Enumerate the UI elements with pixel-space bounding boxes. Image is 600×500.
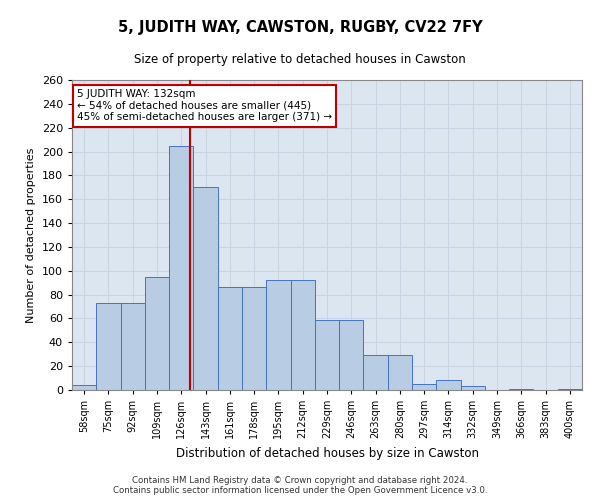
Bar bbox=[461, 386, 485, 390]
Bar bbox=[193, 188, 218, 390]
Text: 5 JUDITH WAY: 132sqm
← 54% of detached houses are smaller (445)
45% of semi-deta: 5 JUDITH WAY: 132sqm ← 54% of detached h… bbox=[77, 90, 332, 122]
Y-axis label: Number of detached properties: Number of detached properties bbox=[26, 148, 36, 322]
Bar bbox=[436, 380, 461, 390]
Bar bbox=[72, 385, 96, 390]
Bar bbox=[509, 389, 533, 390]
Bar bbox=[121, 303, 145, 390]
Bar bbox=[558, 389, 582, 390]
Bar bbox=[169, 146, 193, 390]
Bar bbox=[388, 356, 412, 390]
Bar bbox=[266, 280, 290, 390]
Bar bbox=[218, 288, 242, 390]
X-axis label: Distribution of detached houses by size in Cawston: Distribution of detached houses by size … bbox=[176, 446, 479, 460]
Bar bbox=[412, 384, 436, 390]
Bar bbox=[290, 280, 315, 390]
Bar bbox=[242, 288, 266, 390]
Bar bbox=[339, 320, 364, 390]
Bar bbox=[315, 320, 339, 390]
Text: 5, JUDITH WAY, CAWSTON, RUGBY, CV22 7FY: 5, JUDITH WAY, CAWSTON, RUGBY, CV22 7FY bbox=[118, 20, 482, 35]
Bar bbox=[364, 356, 388, 390]
Text: Size of property relative to detached houses in Cawston: Size of property relative to detached ho… bbox=[134, 52, 466, 66]
Bar bbox=[96, 303, 121, 390]
Text: Contains HM Land Registry data © Crown copyright and database right 2024.
Contai: Contains HM Land Registry data © Crown c… bbox=[113, 476, 487, 495]
Bar bbox=[145, 276, 169, 390]
